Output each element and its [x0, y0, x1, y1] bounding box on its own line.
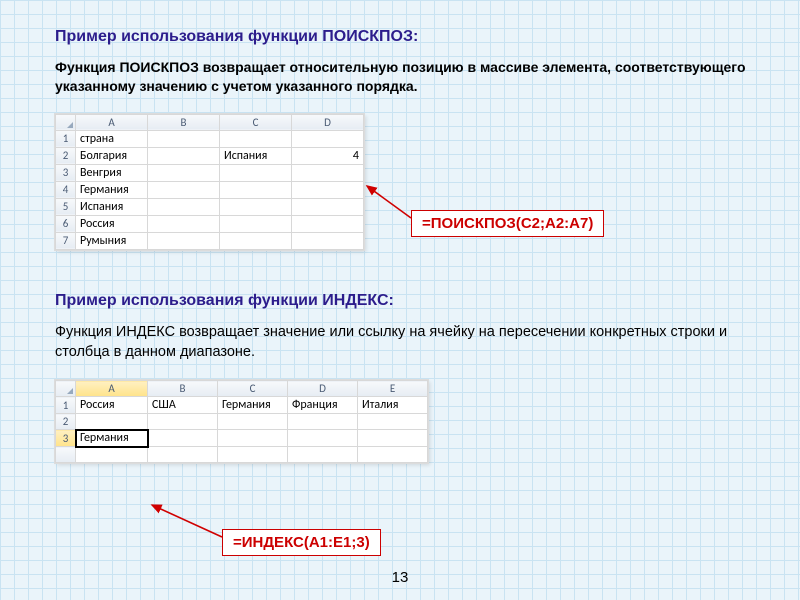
row-header — [56, 447, 76, 463]
arrow-index — [152, 505, 222, 537]
page-number: 13 — [392, 569, 409, 586]
cell — [288, 430, 358, 447]
cell — [218, 447, 288, 463]
cell — [148, 232, 220, 249]
cell — [148, 414, 218, 430]
cell — [292, 181, 364, 198]
row-header: 7 — [56, 232, 76, 249]
col-header: A — [76, 114, 148, 130]
col-header: A — [76, 381, 148, 397]
section-2: Пример использования функции ИНДЕКС: Фун… — [55, 292, 752, 464]
select-all-corner — [56, 381, 76, 397]
cell: Германия — [218, 397, 288, 414]
spreadsheet-match: A B C D 1страна 2БолгарияИспания4 3Венгр… — [55, 114, 364, 250]
cell — [292, 215, 364, 232]
cell — [76, 414, 148, 430]
cell — [218, 414, 288, 430]
cell — [358, 447, 428, 463]
row-header: 2 — [56, 147, 76, 164]
heading-index: Пример использования функции ИНДЕКС: — [55, 292, 752, 310]
cell-result: Германия — [76, 430, 148, 447]
row-header: 1 — [56, 130, 76, 147]
cell: Италия — [358, 397, 428, 414]
cell — [220, 198, 292, 215]
cell — [292, 232, 364, 249]
cell — [148, 447, 218, 463]
row-header: 2 — [56, 414, 76, 430]
cell — [220, 130, 292, 147]
cell — [292, 198, 364, 215]
row-header: 5 — [56, 198, 76, 215]
col-header: D — [292, 114, 364, 130]
cell — [220, 181, 292, 198]
cell: Германия — [76, 181, 148, 198]
cell — [292, 130, 364, 147]
cell: Франция — [288, 397, 358, 414]
row-header: 6 — [56, 215, 76, 232]
cell — [148, 164, 220, 181]
cell — [220, 215, 292, 232]
cell: Испания — [220, 147, 292, 164]
col-header: B — [148, 114, 220, 130]
cell — [218, 430, 288, 447]
section-1: Пример использования функции ПОИСКПОЗ: Ф… — [55, 28, 752, 250]
cell — [148, 215, 220, 232]
cell: Россия — [76, 215, 148, 232]
cell — [76, 447, 148, 463]
cell-result: 4 — [292, 147, 364, 164]
row-header: 4 — [56, 181, 76, 198]
row-header: 1 — [56, 397, 76, 414]
col-header: C — [218, 381, 288, 397]
cell — [148, 147, 220, 164]
cell: США — [148, 397, 218, 414]
cell — [288, 414, 358, 430]
cell — [292, 164, 364, 181]
cell — [358, 414, 428, 430]
col-header: C — [220, 114, 292, 130]
cell: Болгария — [76, 147, 148, 164]
formula-match: =ПОИСКПОЗ(C2;A2:A7) — [411, 210, 604, 237]
cell: Испания — [76, 198, 148, 215]
cell — [148, 430, 218, 447]
cell — [288, 447, 358, 463]
col-header: D — [288, 381, 358, 397]
cell: Россия — [76, 397, 148, 414]
formula-index: =ИНДЕКС(A1:E1;3) — [222, 529, 381, 556]
cell: страна — [76, 130, 148, 147]
row-header: 3 — [56, 430, 76, 447]
cell: Румыния — [76, 232, 148, 249]
cell — [148, 181, 220, 198]
cell — [358, 430, 428, 447]
col-header: E — [358, 381, 428, 397]
cell — [148, 198, 220, 215]
cell — [220, 232, 292, 249]
select-all-corner — [56, 114, 76, 130]
heading-match: Пример использования функции ПОИСКПОЗ: — [55, 28, 752, 46]
desc-match: Функция ПОИСКПОЗ возвращает относительну… — [55, 58, 752, 96]
desc-index: Функция ИНДЕКС возвращает значение или с… — [55, 322, 752, 363]
cell — [148, 130, 220, 147]
col-header: B — [148, 381, 218, 397]
row-header: 3 — [56, 164, 76, 181]
cell: Венгрия — [76, 164, 148, 181]
spreadsheet-index: A B C D E 1РоссияСШАГерманияФранцияИтали… — [55, 380, 428, 463]
cell — [220, 164, 292, 181]
